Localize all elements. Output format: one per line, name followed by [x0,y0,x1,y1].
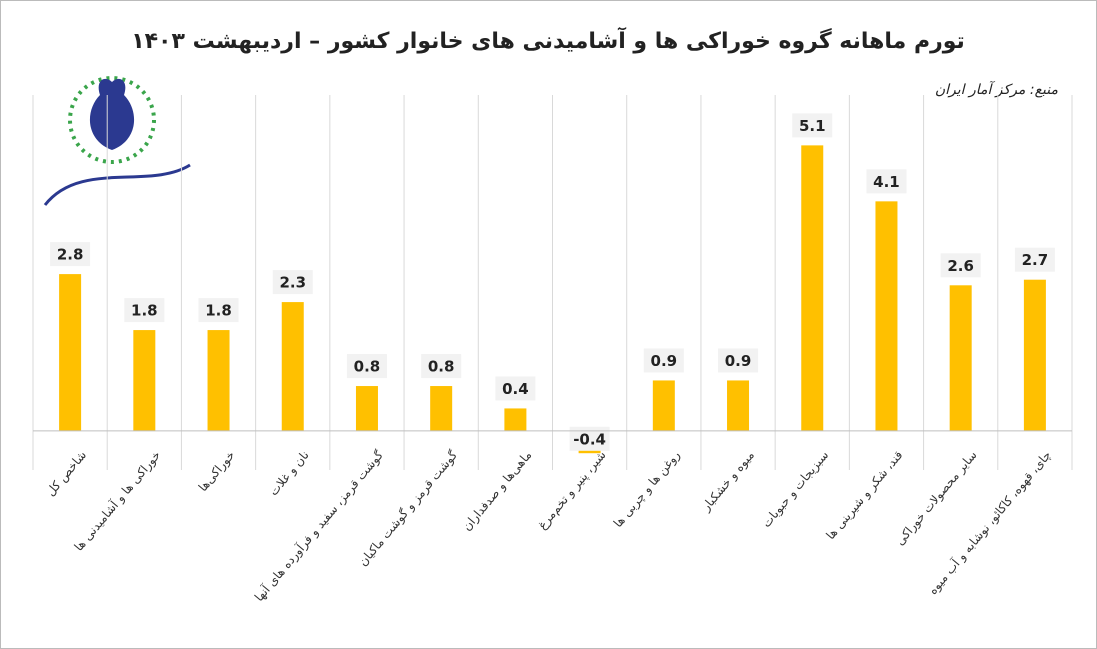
value-label: 1.8 [131,302,158,320]
bar [652,380,675,431]
bar [281,302,304,431]
value-label: 0.8 [428,358,455,376]
value-label-bg [421,354,462,379]
chart-title: تورم ماهانه گروه خوراکی ها و آشامیدنی ها… [131,26,965,54]
bar [504,408,527,431]
value-label-bg [272,270,313,295]
value-label: 4.1 [873,173,900,191]
value-label-bg [1014,247,1055,272]
value-label: 0.9 [651,352,678,370]
value-label-bg [198,298,239,323]
value-label-bg [50,242,91,267]
bar [59,274,82,431]
source-note: منبع: مرکز آمار ایران [935,80,1059,98]
value-label-bg [718,348,759,373]
value-label-bg [346,354,387,379]
value-label-bg [866,169,907,194]
bar [355,386,378,431]
value-label-bg [940,253,981,278]
value-label: 2.6 [947,257,974,275]
value-label: 1.8 [205,302,232,320]
bar [949,285,972,431]
value-label: 2.7 [1022,251,1049,269]
bar [727,380,750,431]
value-label: 2.8 [57,246,84,264]
value-label: 5.1 [799,117,826,135]
bar [1023,279,1046,431]
bar [133,330,156,431]
value-label: 0.8 [354,358,381,376]
value-label: 0.9 [725,352,752,370]
value-label-bg [643,348,684,373]
value-label-bg [792,113,833,138]
bar [801,145,824,431]
value-label-bg [495,376,536,401]
value-label: 0.4 [502,380,529,398]
logo [43,76,191,206]
bar [207,330,230,431]
value-label: -0.4 [573,430,606,448]
bar [430,386,453,431]
value-label-bg [124,298,165,323]
value-label: 2.3 [279,274,306,292]
bar [875,201,898,431]
